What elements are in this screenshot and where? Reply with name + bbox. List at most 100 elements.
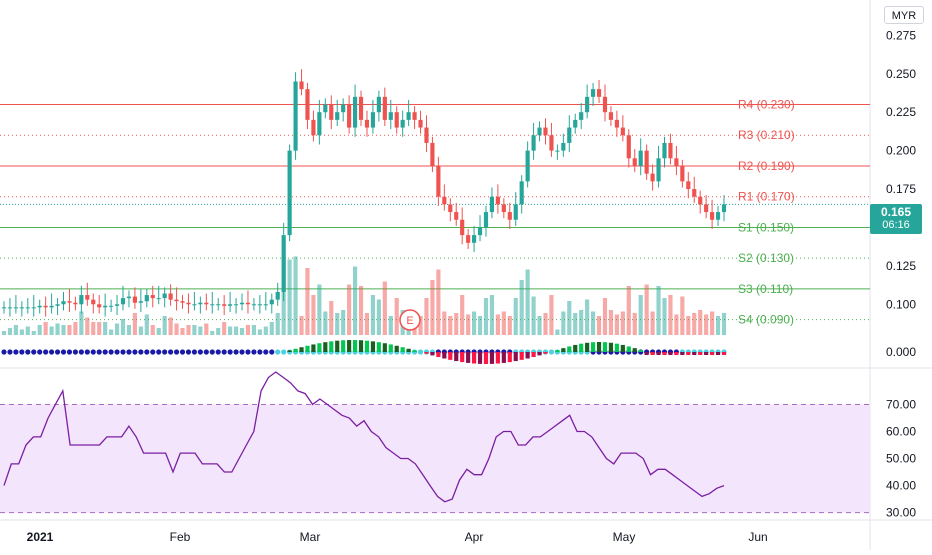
squeeze-dot [43, 349, 49, 355]
momentum-bar [424, 352, 429, 354]
candle-body [257, 304, 262, 306]
volume-bar [299, 316, 304, 335]
candle-body [114, 304, 120, 306]
currency-selector[interactable]: MYR [884, 6, 924, 24]
volume-bar [109, 329, 114, 335]
momentum-bar [507, 352, 512, 363]
volume-bar [472, 311, 477, 335]
momentum-bar [347, 340, 352, 352]
squeeze-dot [49, 349, 55, 355]
candle-body [19, 307, 24, 309]
candle-body [644, 150, 649, 174]
candle-body [662, 142, 667, 159]
momentum-bar [430, 352, 435, 356]
candle-body [388, 112, 393, 120]
candle-body [341, 104, 346, 113]
time-axis-tick: Feb [170, 530, 191, 544]
volume-bar [632, 313, 637, 335]
momentum-bar [341, 340, 346, 352]
rsi-axis-tick: 30.00 [886, 506, 916, 520]
price-axis-tick: 0.225 [886, 105, 916, 119]
momentum-bar [620, 344, 625, 352]
time-axis-tick: 2021 [27, 530, 54, 544]
volume-bar [1, 331, 7, 335]
momentum-bar [591, 342, 596, 352]
momentum-bar [406, 348, 411, 352]
candle-body [454, 212, 459, 220]
momentum-bar [608, 342, 614, 352]
squeeze-dot [120, 349, 126, 355]
momentum-bar [596, 342, 602, 352]
momentum-bar [436, 352, 441, 357]
volume-bar [317, 284, 322, 335]
volume-bar [198, 326, 203, 335]
squeeze-dot [150, 349, 156, 355]
volume-bar [364, 313, 370, 335]
momentum-bar [531, 352, 536, 357]
volume-bar [638, 295, 643, 335]
volume-bar [650, 311, 655, 335]
momentum-bar [680, 352, 685, 355]
resistance-level-label: R4 (0.230) [738, 98, 795, 112]
candle-body [686, 181, 691, 190]
momentum-bar [585, 342, 590, 352]
momentum-bar [489, 352, 495, 364]
volume-bar [483, 298, 489, 335]
time-axis-tick: Mar [300, 530, 321, 544]
momentum-bar [710, 352, 715, 355]
volume-bar [329, 301, 334, 335]
volume-bar [579, 310, 584, 335]
volume-bar [245, 325, 251, 335]
momentum-bar [400, 347, 405, 352]
candle-body [579, 112, 584, 120]
volume-bar [656, 286, 661, 335]
momentum-bar [602, 342, 608, 352]
squeeze-dot [162, 349, 168, 355]
volume-bar [495, 314, 500, 335]
candle-body [85, 295, 90, 300]
momentum-bar [692, 352, 697, 355]
momentum-bar [543, 352, 548, 354]
candle-body [162, 293, 167, 299]
candle-body [549, 135, 554, 151]
squeeze-dot [233, 349, 239, 355]
volume-bar [168, 317, 173, 335]
candle-body [150, 295, 155, 299]
squeeze-dot [548, 349, 555, 355]
candle-body [650, 173, 655, 182]
volume-bar [43, 322, 48, 335]
volume-bar [602, 298, 608, 335]
momentum-bar [525, 352, 530, 359]
candle-body [460, 219, 465, 236]
volume-bar [376, 299, 381, 335]
momentum-bar [668, 352, 673, 355]
momentum-bar [715, 352, 721, 355]
candle-body [531, 135, 536, 151]
momentum-bar [495, 352, 500, 364]
momentum-bar [293, 348, 298, 352]
momentum-bar [448, 352, 453, 360]
candle-body [287, 150, 292, 236]
volume-bar [269, 322, 274, 335]
candle-body [156, 298, 161, 300]
candle-body [692, 189, 697, 197]
volume-bar [174, 323, 179, 335]
candle-body [543, 127, 548, 136]
candle-body [73, 302, 78, 305]
volume-bar [7, 328, 13, 335]
last-price-tag: 0.165 06:16 [870, 204, 922, 234]
momentum-bar [632, 348, 637, 352]
rsi-band [0, 404, 870, 513]
candle-body [394, 112, 399, 128]
volume-bar [347, 284, 352, 335]
squeeze-dot [245, 349, 251, 355]
candle-body [168, 293, 173, 300]
candle-body [472, 235, 477, 243]
momentum-bar [704, 352, 709, 355]
candle-body [525, 150, 530, 182]
volume-bar [466, 314, 471, 335]
momentum-bar [394, 345, 399, 352]
momentum-bar [698, 352, 703, 355]
